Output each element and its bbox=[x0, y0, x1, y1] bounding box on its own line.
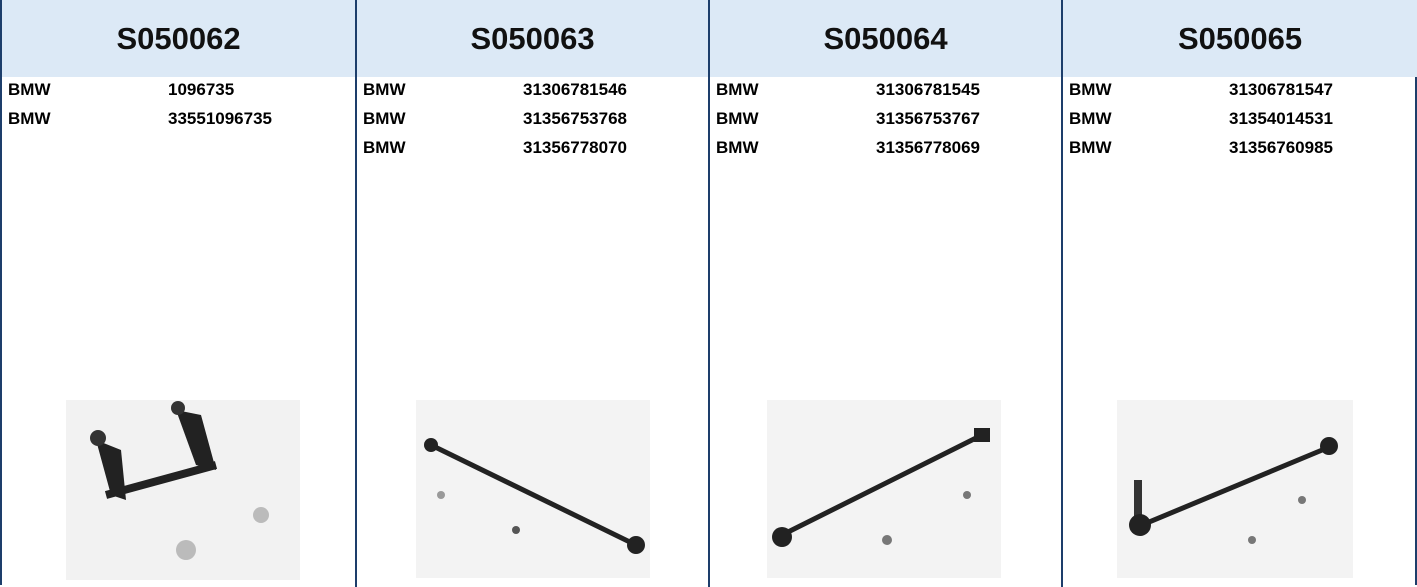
part-number: 31354014531 bbox=[1229, 109, 1334, 128]
row-list: BMW 1096735 BMW 33551096735 bbox=[2, 77, 355, 135]
reference-row: BMW 1096735 bbox=[2, 77, 355, 106]
part-number: 31306781545 bbox=[876, 80, 981, 99]
part-number: 1096735 bbox=[168, 80, 235, 99]
column-header: S050065 bbox=[1063, 0, 1417, 77]
column-header: S050063 bbox=[357, 0, 708, 77]
part-number: 31356753768 bbox=[523, 109, 628, 128]
brand: BMW bbox=[363, 109, 406, 128]
brand: BMW bbox=[1069, 138, 1112, 157]
reference-row: BMW 31356778070 bbox=[357, 135, 708, 164]
product-column: S050064 BMW 31306781545 BMW 31356753767 BMW 3… bbox=[710, 0, 1063, 587]
brand: BMW bbox=[1069, 109, 1112, 128]
reference-row: BMW 31356753767 bbox=[710, 106, 1061, 135]
reference-row: BMW 31306781546 bbox=[357, 77, 708, 106]
column-header: S050062 bbox=[2, 0, 355, 77]
brand: BMW bbox=[8, 80, 51, 99]
brand: BMW bbox=[8, 109, 51, 128]
row-list: BMW 31306781546 BMW 31356753768 BMW 313567780… bbox=[357, 77, 708, 164]
brand: BMW bbox=[716, 138, 759, 157]
part-number: 31356778070 bbox=[523, 138, 628, 157]
brand: BMW bbox=[363, 138, 406, 157]
product-image bbox=[1117, 400, 1353, 578]
reference-row: BMW 33551096735 bbox=[2, 106, 355, 135]
reference-row: BMW 31354014531 bbox=[1063, 106, 1417, 135]
part-number: 33551096735 bbox=[168, 109, 273, 128]
column-header: S050064 bbox=[710, 0, 1061, 77]
product-image bbox=[416, 400, 650, 578]
part-number: 31356753767 bbox=[876, 109, 981, 128]
reference-row: BMW 31356778069 bbox=[710, 135, 1061, 164]
row-list: BMW 31306781547 BMW 31354014531 BMW 313567609… bbox=[1063, 77, 1417, 164]
reference-row: BMW 31356760985 bbox=[1063, 135, 1417, 164]
brand: BMW bbox=[1069, 80, 1112, 99]
part-number: 31356760985 bbox=[1229, 138, 1334, 157]
product-column: S050065 BMW 31306781547 BMW 31354014531 BMW 3… bbox=[1063, 0, 1417, 587]
brand: BMW bbox=[363, 80, 406, 99]
product-image bbox=[767, 400, 1001, 578]
brand: BMW bbox=[716, 80, 759, 99]
product-column: S050063 BMW 31306781546 BMW 31356753768 BMW 3… bbox=[357, 0, 710, 587]
row-list: BMW 31306781545 BMW 31356753767 BMW 313567780… bbox=[710, 77, 1061, 164]
part-number: 31306781546 bbox=[523, 80, 628, 99]
part-number: 31356778069 bbox=[876, 138, 981, 157]
reference-row: BMW 31306781547 bbox=[1063, 77, 1417, 106]
product-image bbox=[66, 400, 300, 580]
product-column: S050062 BMW 1096735 BMW 33551096735 bbox=[2, 0, 357, 587]
reference-row: BMW 31306781545 bbox=[710, 77, 1061, 106]
brand: BMW bbox=[716, 109, 759, 128]
reference-row: BMW 31356753768 bbox=[357, 106, 708, 135]
part-number: 31306781547 bbox=[1229, 80, 1334, 99]
